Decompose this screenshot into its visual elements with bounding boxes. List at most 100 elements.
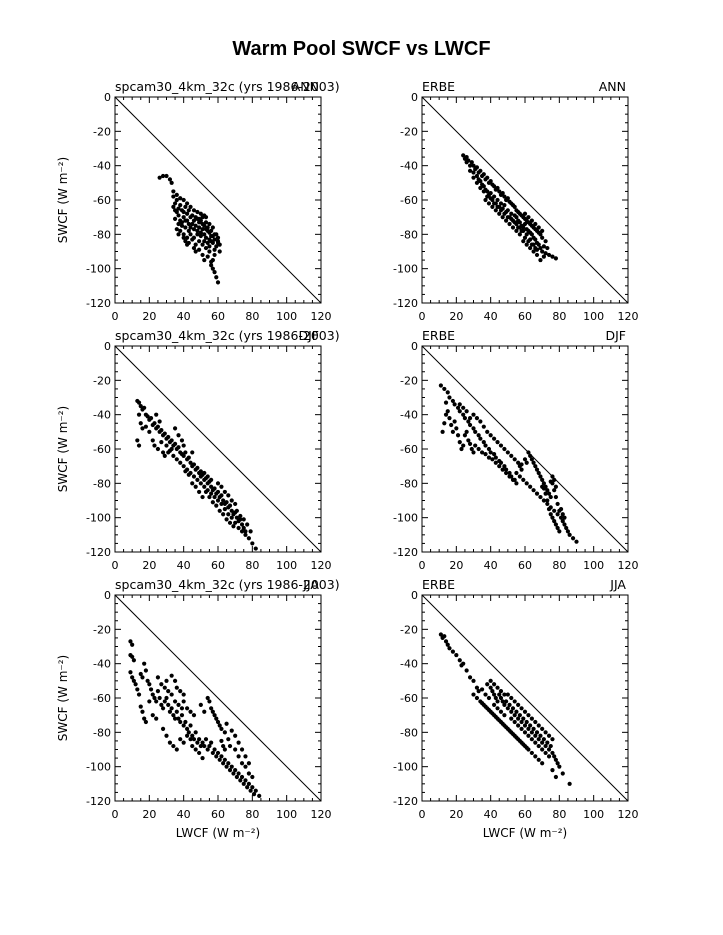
data-point xyxy=(526,215,531,220)
data-point xyxy=(495,185,500,191)
data-point xyxy=(534,491,540,496)
data-point xyxy=(179,713,185,718)
data-point xyxy=(131,658,136,663)
data-point xyxy=(467,441,473,446)
data-point xyxy=(512,204,517,209)
data-point xyxy=(517,220,522,225)
data-point xyxy=(538,733,543,738)
data-point xyxy=(239,522,245,527)
data-point xyxy=(193,242,198,247)
data-point xyxy=(191,227,197,232)
data-point xyxy=(504,470,509,476)
data-point xyxy=(462,416,468,421)
data-point xyxy=(176,232,181,237)
data-point xyxy=(155,424,161,429)
data-point xyxy=(478,436,483,441)
data-point xyxy=(526,450,531,455)
data-point xyxy=(185,211,190,216)
x-tick-label: 20 xyxy=(449,559,463,572)
y-tick-label: -80 xyxy=(93,228,111,241)
data-point xyxy=(541,254,546,259)
data-point xyxy=(203,220,209,225)
x-tick-label: 60 xyxy=(211,310,225,323)
x-tick-label: 20 xyxy=(142,808,156,821)
data-point xyxy=(176,213,181,218)
data-point xyxy=(524,232,529,237)
scatter-panel-1: 0 20 40 60 80 100 120 0 -20 -40 -60 -80 -100 -120 spca… xyxy=(56,79,340,323)
data-point xyxy=(205,695,210,701)
data-point xyxy=(202,709,207,714)
y-tick-label: -60 xyxy=(93,194,111,207)
x-tick-label: 40 xyxy=(484,310,498,323)
data-point xyxy=(181,692,186,697)
data-point xyxy=(474,695,480,701)
data-point xyxy=(512,713,517,718)
data-point xyxy=(457,402,462,407)
data-point xyxy=(176,716,181,721)
data-point xyxy=(246,771,251,776)
data-point xyxy=(229,498,234,503)
x-tick-label: 100 xyxy=(583,559,604,572)
data-point xyxy=(160,706,166,711)
panel-season-label: JJA xyxy=(302,577,319,592)
data-point xyxy=(130,654,135,659)
data-point xyxy=(492,692,497,697)
data-point xyxy=(493,460,498,465)
data-point xyxy=(517,738,522,744)
data-point xyxy=(148,687,154,692)
data-point xyxy=(461,153,466,158)
panel-season-label: JJA xyxy=(609,577,626,592)
data-point xyxy=(526,713,531,718)
y-tick-label: -100 xyxy=(86,263,111,276)
data-point xyxy=(478,185,483,191)
y-tick-label: -60 xyxy=(93,443,111,456)
data-point xyxy=(500,467,505,472)
data-point xyxy=(171,189,176,194)
y-tick-label: -40 xyxy=(93,160,111,173)
x-tick-label: 40 xyxy=(177,559,191,572)
data-point xyxy=(545,488,550,493)
data-point xyxy=(133,682,138,687)
data-point xyxy=(202,223,207,228)
data-point xyxy=(238,778,243,783)
data-point xyxy=(471,450,476,455)
data-point xyxy=(452,419,457,424)
y-tick-label: 0 xyxy=(411,340,418,353)
data-point xyxy=(514,228,519,233)
data-point xyxy=(545,245,550,251)
data-point xyxy=(130,675,135,680)
data-point xyxy=(519,706,524,711)
data-point xyxy=(505,215,510,220)
data-point xyxy=(553,522,559,527)
data-point xyxy=(214,232,219,237)
data-point xyxy=(510,225,516,230)
data-point xyxy=(193,249,198,254)
data-point xyxy=(226,493,231,498)
data-point xyxy=(171,194,176,199)
data-point xyxy=(205,240,210,246)
data-point xyxy=(233,501,238,507)
data-point xyxy=(546,754,552,759)
data-point xyxy=(471,175,476,180)
data-point xyxy=(504,699,509,704)
x-tick-label: 0 xyxy=(112,310,119,323)
data-point xyxy=(210,709,215,714)
data-point xyxy=(212,713,217,718)
data-point xyxy=(205,747,210,752)
data-point xyxy=(164,443,169,448)
data-point xyxy=(479,450,485,455)
data-point xyxy=(257,793,262,798)
data-point xyxy=(253,546,258,551)
data-point xyxy=(210,225,215,230)
data-point xyxy=(155,689,161,694)
data-point xyxy=(493,208,498,213)
data-point xyxy=(565,529,571,534)
data-point xyxy=(459,446,464,452)
data-point xyxy=(560,771,565,776)
data-point xyxy=(495,440,500,445)
data-point xyxy=(552,477,557,482)
data-point xyxy=(176,433,181,438)
data-point xyxy=(224,500,229,505)
data-point xyxy=(248,788,253,793)
scatter-panel-5: 0 20 40 60 80 100 120 0 -20 -40 -60 -80 -100 -120 spca… xyxy=(56,577,340,840)
